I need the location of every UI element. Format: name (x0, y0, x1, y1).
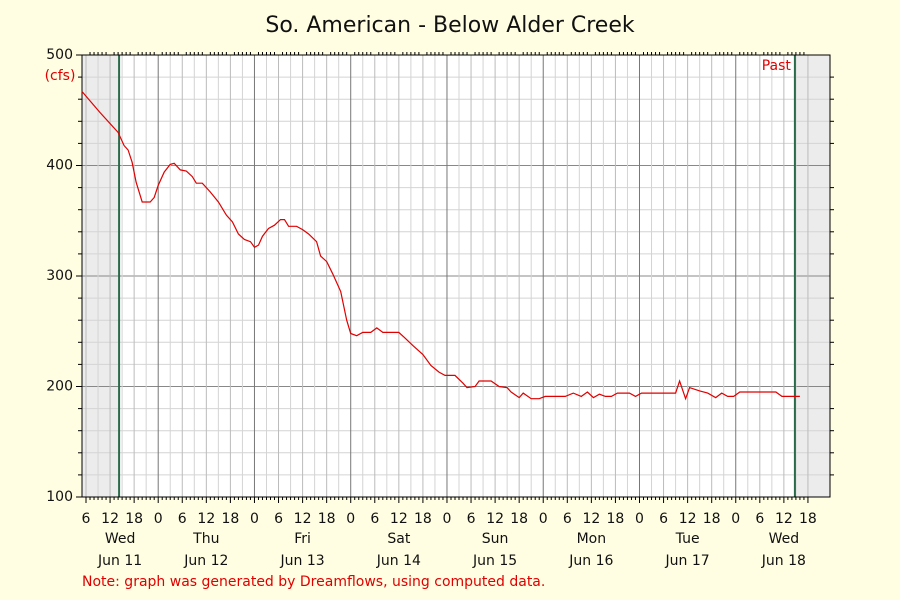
x-tick-label: 0 (731, 511, 740, 527)
x-tick-label: 12 (582, 511, 600, 527)
x-tick-label: 18 (799, 511, 817, 527)
x-tick-label: 6 (82, 511, 91, 527)
x-tick-label: 6 (274, 511, 283, 527)
date-label: Jun 12 (183, 553, 228, 569)
x-tick-label: 12 (679, 511, 697, 527)
x-tick-label: 18 (414, 511, 432, 527)
x-tick-label: 18 (318, 511, 336, 527)
status-label: Past (762, 58, 792, 74)
x-tick-label: 18 (703, 511, 721, 527)
x-tick-label: 0 (443, 511, 452, 527)
x-tick-label: 6 (370, 511, 379, 527)
date-label: Jun 14 (376, 553, 421, 569)
y-tick-label: 400 (46, 158, 73, 174)
x-tick-label: 0 (539, 511, 548, 527)
x-tick-label: 18 (510, 511, 528, 527)
weekday-label: Wed (105, 531, 136, 547)
y-tick-label: 300 (46, 268, 73, 284)
weekday-label: Mon (577, 531, 607, 547)
plot-frame (81, 54, 831, 498)
y-tick-label: 500 (46, 47, 73, 63)
flow-line (81, 91, 800, 401)
x-tick-label: 0 (250, 511, 259, 527)
x-tick-label: 6 (467, 511, 476, 527)
weekday-label: Wed (769, 531, 800, 547)
weekday-label: Sun (482, 531, 509, 547)
y-tick-label: 200 (46, 379, 73, 395)
x-tick-label: 6 (563, 511, 572, 527)
x-tick-label: 6 (178, 511, 187, 527)
date-label: Jun 15 (472, 553, 517, 569)
date-label: Jun 13 (280, 553, 325, 569)
x-tick-label: 12 (197, 511, 215, 527)
x-tick-label: 6 (659, 511, 668, 527)
weekday-label: Thu (192, 531, 219, 547)
date-label: Jun 11 (97, 553, 142, 569)
date-label: Jun 18 (761, 553, 806, 569)
x-tick-label: 6 (755, 511, 764, 527)
x-tick-label: 12 (775, 511, 793, 527)
x-tick-label: 0 (346, 511, 355, 527)
x-tick-label: 0 (635, 511, 644, 527)
x-tick-label: 18 (221, 511, 239, 527)
note: Note: graph was generated by Dreamflows,… (82, 574, 545, 590)
x-tick-label: 12 (294, 511, 312, 527)
x-tick-label: 18 (125, 511, 143, 527)
weekday-label: Sat (387, 531, 410, 547)
y-tick-label: 100 (46, 489, 73, 505)
date-label: Jun 16 (568, 553, 613, 569)
x-tick-label: 12 (390, 511, 408, 527)
chart-title: So. American - Below Alder Creek (265, 13, 635, 38)
y-unit-label: (cfs) (45, 68, 76, 84)
x-tick-label: 12 (486, 511, 504, 527)
weekday-label: Tue (675, 531, 700, 547)
date-label: Jun 17 (665, 553, 710, 569)
x-tick-label: 18 (607, 511, 625, 527)
weekday-label: Fri (294, 531, 311, 547)
x-tick-label: 0 (154, 511, 163, 527)
x-tick-label: 12 (101, 511, 119, 527)
